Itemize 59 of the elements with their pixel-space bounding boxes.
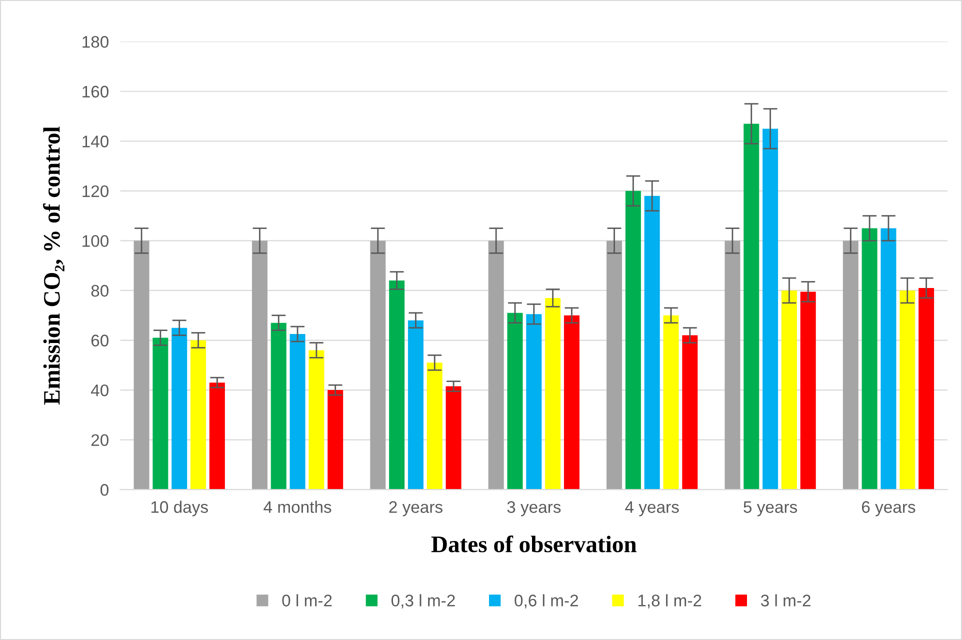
- bar: [663, 315, 679, 490]
- bar: [606, 240, 622, 490]
- legend-label: 0 l m-2: [282, 594, 332, 606]
- bar: [724, 240, 740, 490]
- bar: [270, 322, 286, 490]
- bar: [172, 328, 188, 490]
- y-tick-label: 120: [82, 185, 108, 198]
- bar: [290, 334, 306, 490]
- x-tick-label: 5 years: [744, 501, 798, 516]
- bar: [408, 320, 424, 490]
- y-tick-label: 60: [91, 334, 108, 346]
- bar: [900, 290, 916, 490]
- legend-label: 0,6 l m-2: [514, 594, 578, 608]
- bar: [762, 128, 778, 490]
- x-tick-label: 3 years: [507, 501, 561, 516]
- y-axis-title: Emission CO₂, % of control: [43, 126, 64, 405]
- legend-label: 1,8 l m-2: [638, 594, 702, 608]
- bar: [800, 292, 816, 490]
- x-tick-label: 4 years: [625, 501, 679, 516]
- bar: [328, 390, 344, 490]
- legend-label: 3 l m-2: [760, 594, 810, 606]
- x-axis-title: Dates of observation: [431, 535, 637, 552]
- bar: [744, 124, 760, 490]
- bar: [918, 288, 934, 490]
- x-tick-label: 4 months: [264, 500, 332, 513]
- bar: [426, 362, 442, 490]
- y-tick-label: 0: [100, 484, 108, 496]
- bar: [308, 350, 324, 490]
- bar: [682, 335, 698, 490]
- bar: [781, 290, 797, 490]
- y-tick-label: 20: [91, 434, 108, 446]
- x-tick-label: 2 years: [389, 501, 442, 516]
- bar: [134, 240, 150, 490]
- bar: [152, 338, 168, 490]
- y-tick-label: 180: [82, 36, 108, 48]
- bar: [625, 190, 641, 490]
- bar: [644, 196, 660, 490]
- bar: [446, 386, 462, 490]
- y-tick-label: 100: [82, 235, 108, 247]
- bar: [880, 228, 896, 490]
- bar: [862, 228, 878, 490]
- y-tick-label: 160: [82, 86, 108, 98]
- bar: [488, 240, 504, 490]
- y-tick-label: 40: [90, 384, 108, 396]
- bar: [389, 280, 405, 490]
- y-tick-label: 80: [91, 284, 108, 297]
- bar: [842, 240, 858, 490]
- bar: [507, 312, 523, 490]
- bar: [370, 240, 386, 490]
- x-tick-label: 10 days: [151, 500, 208, 516]
- bar: [545, 298, 561, 490]
- legend-label: 0,3 l m-2: [391, 594, 455, 608]
- bar: [526, 314, 542, 490]
- x-tick-label: 6 years: [862, 501, 916, 516]
- bar: [190, 340, 206, 490]
- bar: [252, 240, 268, 490]
- y-tick-label: 140: [82, 136, 108, 148]
- bar: [209, 382, 225, 490]
- bar: [564, 315, 580, 490]
